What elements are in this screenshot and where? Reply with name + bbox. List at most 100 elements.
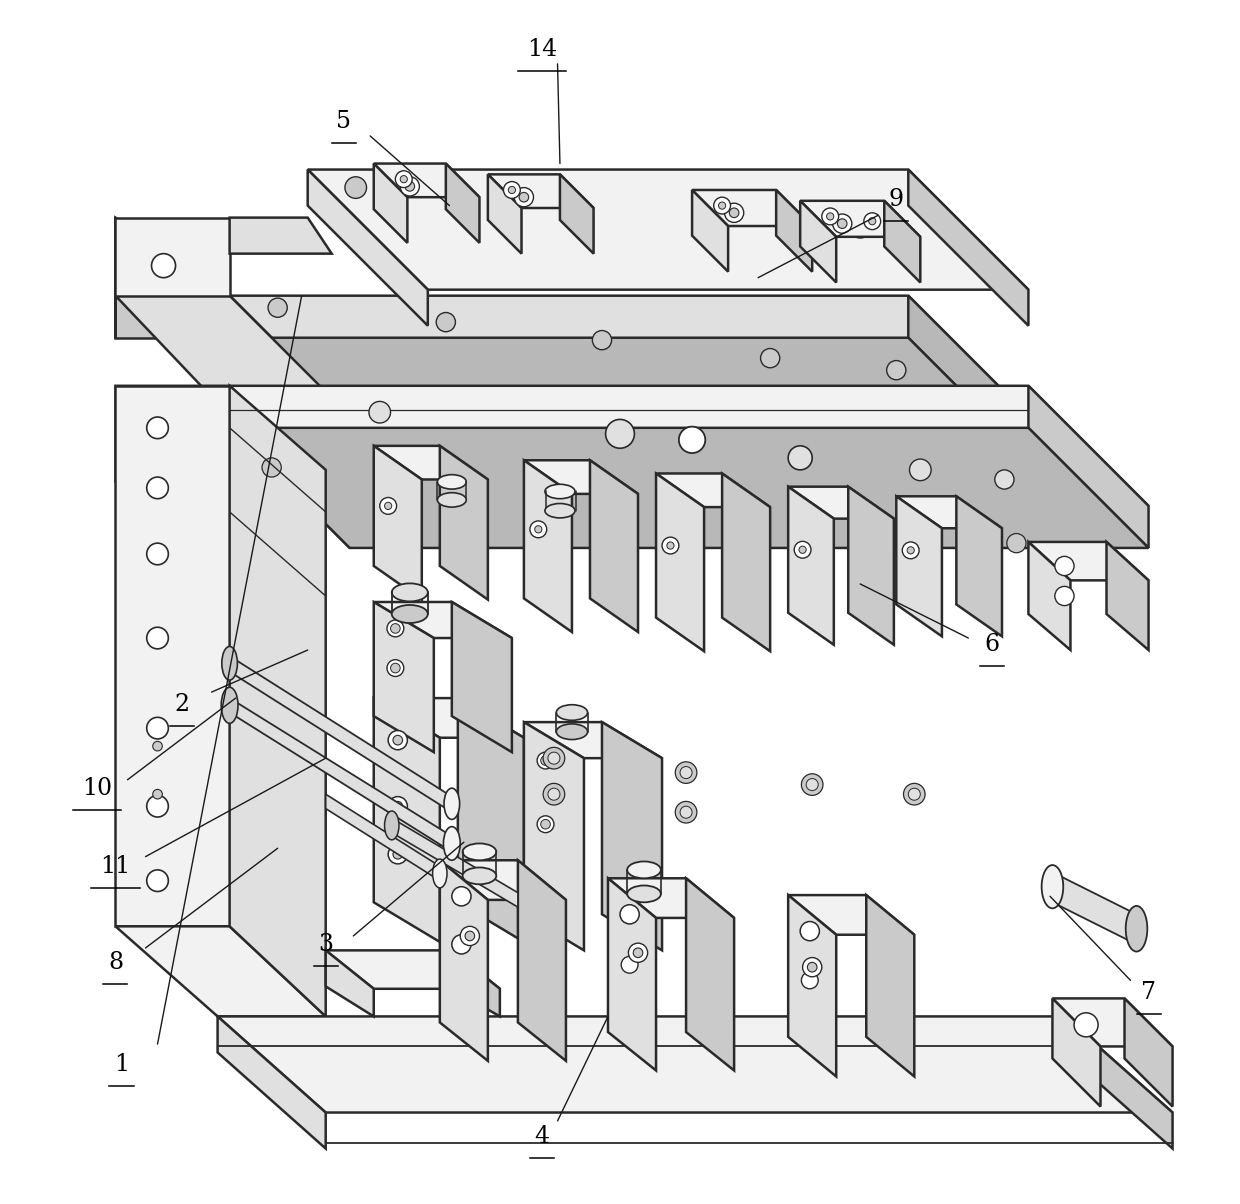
Circle shape	[729, 208, 739, 218]
Polygon shape	[1028, 542, 1148, 580]
Text: 2: 2	[174, 692, 190, 715]
Ellipse shape	[433, 860, 448, 887]
Circle shape	[268, 299, 288, 318]
Ellipse shape	[438, 474, 466, 489]
Circle shape	[849, 217, 870, 238]
Circle shape	[151, 254, 176, 278]
Polygon shape	[373, 164, 408, 243]
Polygon shape	[1053, 998, 1100, 1106]
Polygon shape	[1053, 872, 1137, 944]
Ellipse shape	[627, 885, 661, 902]
Polygon shape	[789, 486, 833, 645]
Polygon shape	[776, 190, 812, 272]
Ellipse shape	[544, 484, 575, 498]
Polygon shape	[229, 385, 350, 548]
Polygon shape	[848, 486, 894, 645]
Polygon shape	[308, 170, 1028, 290]
Text: 8: 8	[108, 951, 123, 974]
Polygon shape	[560, 175, 594, 254]
Polygon shape	[608, 878, 656, 1070]
Polygon shape	[789, 895, 914, 934]
Ellipse shape	[1042, 864, 1063, 908]
Ellipse shape	[222, 647, 237, 680]
Ellipse shape	[557, 724, 588, 739]
Polygon shape	[440, 861, 487, 1061]
Circle shape	[799, 547, 806, 554]
Circle shape	[667, 542, 675, 549]
Circle shape	[451, 934, 471, 954]
Ellipse shape	[438, 492, 466, 507]
Circle shape	[621, 956, 639, 973]
Polygon shape	[229, 427, 1148, 548]
Polygon shape	[800, 201, 920, 237]
Text: 10: 10	[82, 777, 113, 799]
Circle shape	[401, 177, 419, 196]
Circle shape	[629, 943, 647, 962]
Circle shape	[388, 797, 408, 816]
Ellipse shape	[544, 503, 575, 518]
Circle shape	[908, 789, 920, 801]
Polygon shape	[373, 698, 525, 738]
Ellipse shape	[444, 789, 460, 820]
Circle shape	[146, 869, 169, 891]
Circle shape	[806, 779, 818, 791]
Polygon shape	[229, 698, 451, 852]
Circle shape	[634, 948, 642, 957]
Circle shape	[537, 816, 554, 833]
Polygon shape	[525, 722, 662, 759]
Polygon shape	[1106, 542, 1148, 650]
Circle shape	[529, 521, 547, 538]
Circle shape	[387, 620, 404, 637]
Text: 9: 9	[889, 188, 904, 211]
Polygon shape	[373, 164, 480, 197]
Polygon shape	[373, 698, 440, 942]
Circle shape	[904, 784, 925, 805]
Polygon shape	[115, 218, 350, 415]
Polygon shape	[692, 190, 812, 226]
Polygon shape	[115, 385, 350, 548]
Polygon shape	[1028, 542, 1070, 650]
Text: 14: 14	[527, 39, 557, 61]
Circle shape	[789, 445, 812, 470]
Polygon shape	[867, 895, 914, 1076]
Polygon shape	[908, 296, 1028, 458]
Circle shape	[393, 802, 403, 811]
Polygon shape	[229, 338, 1028, 458]
Circle shape	[832, 214, 852, 234]
Circle shape	[718, 202, 725, 209]
Polygon shape	[1125, 998, 1173, 1106]
Polygon shape	[115, 926, 326, 1016]
Ellipse shape	[463, 867, 496, 884]
Circle shape	[1007, 533, 1025, 553]
Circle shape	[388, 731, 408, 750]
Polygon shape	[692, 190, 728, 272]
Circle shape	[997, 435, 1012, 449]
Circle shape	[262, 458, 281, 477]
Polygon shape	[608, 878, 734, 917]
Circle shape	[537, 752, 554, 769]
Circle shape	[146, 796, 169, 818]
Polygon shape	[590, 460, 639, 632]
Circle shape	[800, 921, 820, 940]
Circle shape	[794, 542, 811, 559]
Circle shape	[887, 360, 906, 379]
Circle shape	[508, 187, 516, 194]
Circle shape	[676, 762, 697, 784]
Circle shape	[548, 752, 560, 765]
Ellipse shape	[1126, 905, 1147, 951]
Text: 5: 5	[336, 110, 351, 132]
Polygon shape	[373, 445, 422, 600]
Polygon shape	[326, 950, 373, 1016]
Circle shape	[676, 802, 697, 824]
Circle shape	[807, 962, 817, 972]
Circle shape	[802, 957, 822, 976]
Circle shape	[436, 313, 455, 332]
Polygon shape	[229, 385, 1148, 506]
Circle shape	[593, 331, 611, 349]
Polygon shape	[229, 218, 332, 254]
Circle shape	[146, 718, 169, 739]
Text: 3: 3	[319, 933, 334, 956]
Circle shape	[520, 193, 528, 202]
Circle shape	[909, 459, 931, 480]
Polygon shape	[326, 950, 500, 988]
